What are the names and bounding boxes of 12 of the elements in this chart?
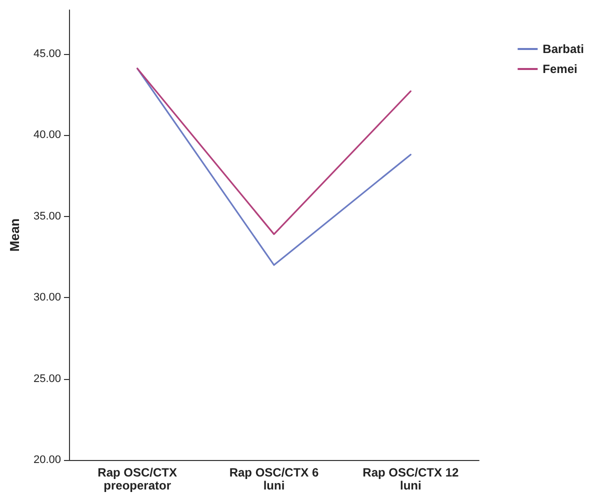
x-tick-label: Rap OSC/CTX 6 luni — [229, 466, 319, 492]
x-tick-label: Rap OSC/CTX 12 luni — [362, 466, 459, 492]
y-tick-label: 40.00 — [33, 129, 61, 142]
y-axis-title: Mean — [7, 218, 22, 252]
legend-label: Barbati — [542, 42, 584, 56]
y-tick-label: 45.00 — [33, 48, 61, 60]
legend-label: Femei — [542, 62, 578, 76]
y-tick-label: 30.00 — [33, 292, 61, 304]
y-tick-label: 20.00 — [33, 454, 61, 466]
y-tick-label: 35.00 — [33, 210, 61, 222]
x-tick-label: Rap OSC/CTX preoperator — [98, 466, 178, 492]
y-tick-label: 25.00 — [33, 372, 61, 385]
